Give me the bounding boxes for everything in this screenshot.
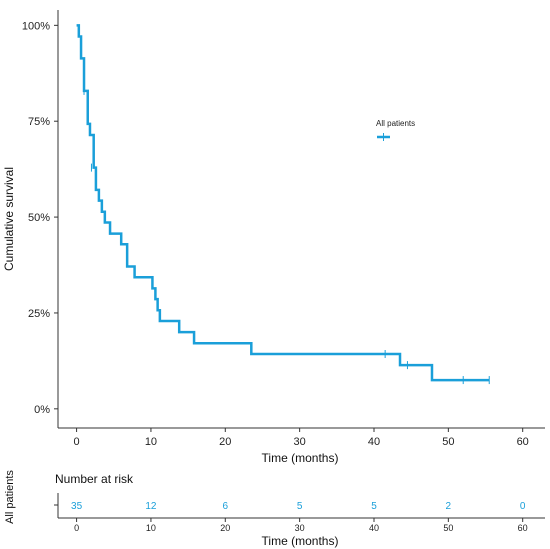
risk-count-value: 35 — [71, 501, 83, 512]
risk-x-tick-label: 40 — [369, 523, 379, 533]
legend-label: All patients — [376, 119, 415, 128]
risk-x-tick-label: 20 — [220, 523, 230, 533]
risk-x-tick-label: 10 — [146, 523, 156, 533]
survival-plot-panel: 0% 25% 50% 75% 100% 0 10 20 30 40 50 60 Time (mont… — [2, 10, 545, 465]
risk-count-value: 2 — [446, 501, 452, 512]
risk-count-value: 6 — [223, 501, 229, 512]
risk-table-x-ticks: 0 10 20 30 40 50 60 — [74, 518, 528, 533]
risk-x-tick-label: 30 — [295, 523, 305, 533]
risk-x-tick-label: 60 — [518, 523, 528, 533]
risk-counts: 35 12 6 5 5 2 0 — [71, 501, 526, 512]
survival-curve-all-patients — [76, 24, 490, 382]
y-tick-label: 25% — [28, 308, 50, 320]
legend: All patients — [376, 119, 415, 141]
risk-table-strata-label: All patients — [4, 470, 16, 524]
y-tick-label: 75% — [28, 116, 50, 128]
x-tick-label: 40 — [368, 436, 380, 448]
x-tick-label: 30 — [294, 436, 306, 448]
x-tick-label: 10 — [145, 436, 157, 448]
x-tick-label: 50 — [442, 436, 454, 448]
survival-curve-group — [76, 24, 490, 385]
risk-count-value: 5 — [297, 501, 303, 512]
risk-count-value: 5 — [371, 501, 377, 512]
x-tick-label: 0 — [74, 436, 80, 448]
risk-table-x-axis-title: Time (months) — [262, 534, 339, 548]
y-tick-label: 0% — [34, 404, 50, 416]
y-axis-ticks: 0% 25% 50% 75% 100% — [22, 20, 58, 416]
risk-x-tick-label: 50 — [443, 523, 453, 533]
y-axis-title: Cumulative survival — [2, 167, 16, 271]
x-axis-ticks: 0 10 20 30 40 50 60 — [74, 428, 529, 448]
y-tick-label: 100% — [22, 20, 50, 32]
x-axis-title: Time (months) — [262, 451, 339, 465]
x-tick-label: 20 — [219, 436, 231, 448]
y-tick-label: 50% — [28, 212, 50, 224]
risk-table-title: Number at risk — [55, 472, 134, 486]
x-tick-label: 60 — [517, 436, 529, 448]
risk-count-value: 12 — [145, 501, 157, 512]
risk-x-tick-label: 0 — [74, 523, 79, 533]
risk-count-value: 0 — [520, 501, 526, 512]
